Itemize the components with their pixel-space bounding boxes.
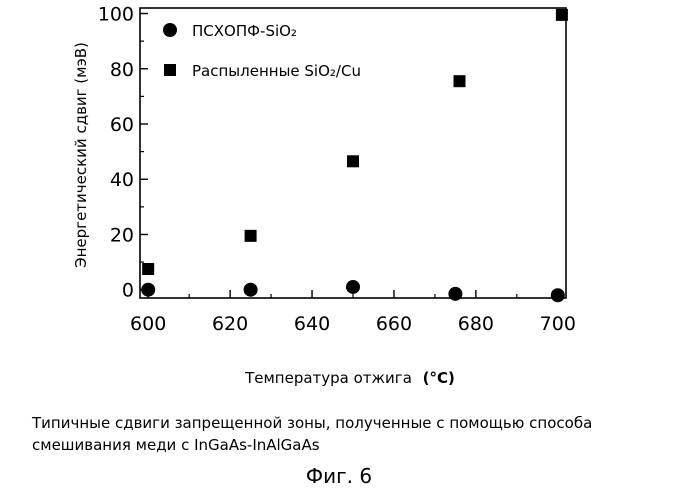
circle-point xyxy=(346,280,360,294)
y-axis-label: Энергетический сдвиг (мэВ) xyxy=(72,42,90,268)
circle-point xyxy=(244,283,258,297)
legend-circle-marker xyxy=(163,23,177,37)
square-point xyxy=(556,9,568,21)
legend-square-marker xyxy=(164,64,176,76)
x-axis-ticks: 600 620 640 660 680 700 xyxy=(130,290,576,335)
square-point xyxy=(347,155,359,167)
y-tick-label: 40 xyxy=(110,169,134,191)
y-tick-label: 20 xyxy=(110,224,134,246)
data-points xyxy=(141,9,568,302)
square-point xyxy=(454,75,466,87)
x-tick-label: 640 xyxy=(294,313,330,335)
y-tick-label: 100 xyxy=(98,4,134,26)
x-tick-label: 600 xyxy=(130,313,166,335)
square-point xyxy=(142,263,154,275)
x-axis-label: Температура отжига (°C) xyxy=(244,369,455,387)
y-tick-label: 0 xyxy=(122,280,134,302)
legend: ПСХОПФ-SiO₂ Распыленные SiO₂/Cu xyxy=(163,22,361,80)
square-point xyxy=(245,230,257,242)
legend-label: Распыленные SiO₂/Cu xyxy=(192,62,361,80)
x-tick-label: 680 xyxy=(458,313,494,335)
circle-point xyxy=(551,288,565,302)
y-tick-label: 80 xyxy=(110,59,134,81)
circle-point xyxy=(448,287,462,301)
x-tick-label: 620 xyxy=(212,313,248,335)
circle-point xyxy=(141,283,155,297)
legend-label: ПСХОПФ-SiO₂ xyxy=(192,22,297,40)
figure-label: Фиг. 6 xyxy=(0,464,678,488)
chart: 600 620 640 660 680 700 0 20 40 60 80 100 ПСХОПФ-S… xyxy=(0,0,678,400)
axes xyxy=(140,8,566,298)
plot-frame xyxy=(140,8,566,298)
x-tick-label: 660 xyxy=(376,313,412,335)
y-tick-label: 60 xyxy=(110,114,134,136)
x-tick-label: 700 xyxy=(540,313,576,335)
figure-caption: Типичные сдвиги запрещенной зоны, получе… xyxy=(32,412,672,456)
